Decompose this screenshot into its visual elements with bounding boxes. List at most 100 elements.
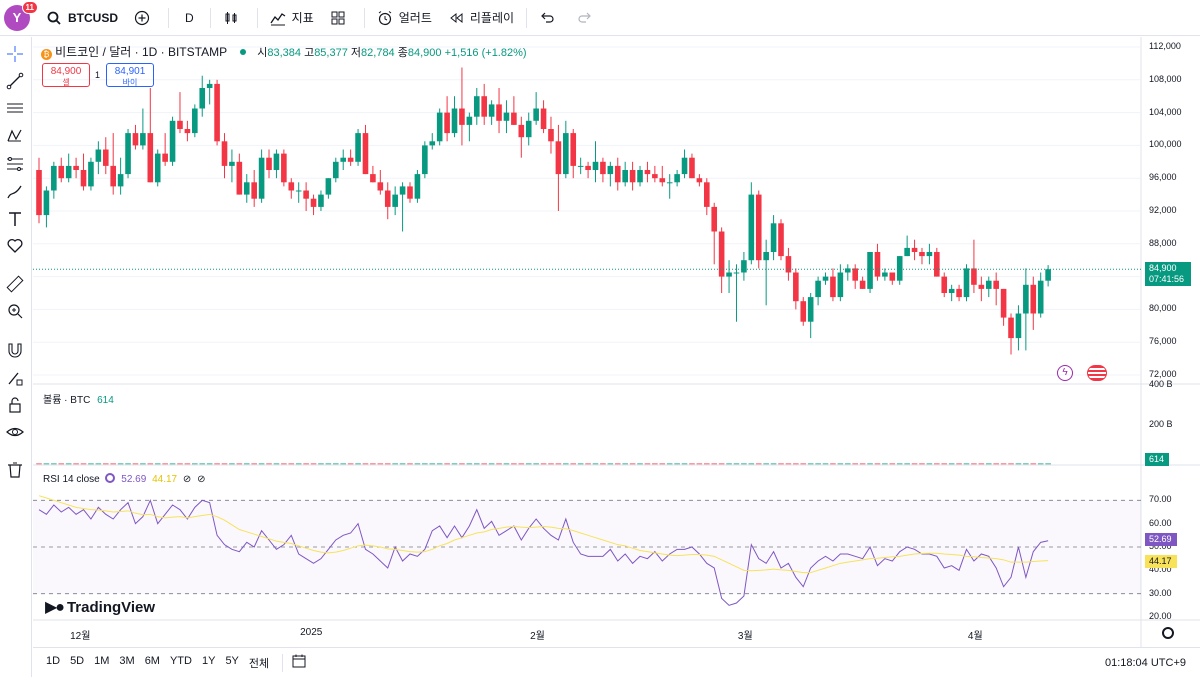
volume-axis-label: 200 B bbox=[1149, 419, 1173, 429]
compare-button[interactable] bbox=[126, 0, 164, 36]
horizontal-lines-tool[interactable] bbox=[4, 97, 26, 119]
volume-bar bbox=[1000, 463, 1007, 465]
candle-body bbox=[65, 165, 72, 179]
price-axis-label: 104,000 bbox=[1149, 106, 1182, 117]
chart-grid bbox=[33, 37, 1200, 647]
volume-bar bbox=[859, 463, 866, 465]
text-tool[interactable] bbox=[4, 208, 26, 230]
range-button-1y[interactable]: 1Y bbox=[201, 654, 216, 667]
crosshair-tool[interactable] bbox=[4, 43, 26, 65]
remove-drawings-tool[interactable] bbox=[4, 459, 26, 481]
magnet-icon bbox=[8, 343, 22, 358]
brush-tool[interactable] bbox=[4, 181, 26, 203]
pattern-tool[interactable] bbox=[4, 125, 26, 147]
sell-button[interactable]: 84,900 셀 bbox=[42, 63, 90, 87]
range-button-5y[interactable]: 5Y bbox=[225, 654, 239, 667]
volume-bar bbox=[674, 463, 680, 465]
indicators-button[interactable]: 지표 bbox=[262, 0, 322, 36]
time-axis-label: 2월 bbox=[530, 631, 545, 642]
measure-tool[interactable] bbox=[4, 273, 26, 295]
candle-body bbox=[934, 252, 940, 277]
price-axis-label: 100,000 bbox=[1149, 139, 1182, 150]
volume-axis-label: 400 B bbox=[1149, 379, 1173, 389]
volume-bar bbox=[436, 463, 443, 465]
undo-button[interactable] bbox=[531, 0, 569, 36]
rsi-hidden-icon-2: ⊘ bbox=[197, 474, 206, 485]
volume-bar bbox=[140, 463, 146, 465]
user-avatar[interactable]: Y 11 bbox=[4, 0, 38, 31]
candle-body bbox=[800, 301, 807, 322]
symbol-search-button[interactable]: BTCUSD bbox=[38, 0, 126, 36]
magnet-tool[interactable] bbox=[4, 339, 26, 361]
rsi-settings-icon[interactable] bbox=[105, 473, 116, 483]
candle-body bbox=[1015, 313, 1022, 339]
lightning-event-icon[interactable]: ϟ bbox=[1057, 365, 1073, 381]
candle-body bbox=[689, 157, 695, 179]
buy-button[interactable]: 84,901 바이 bbox=[106, 63, 154, 87]
candle-body bbox=[681, 157, 688, 175]
replay-label: 리플레이 bbox=[469, 11, 515, 25]
candle-body bbox=[889, 272, 896, 281]
range-button-6m[interactable]: 6M bbox=[144, 654, 160, 667]
replay-button[interactable]: 리플레이 bbox=[440, 0, 522, 36]
range-button-5d[interactable]: 5D bbox=[70, 654, 85, 667]
volume-bar bbox=[525, 463, 532, 465]
date-range-button[interactable] bbox=[291, 653, 307, 672]
candle-body bbox=[36, 170, 42, 216]
trend-line-tool[interactable] bbox=[4, 70, 26, 92]
visibility-tool[interactable] bbox=[4, 421, 26, 443]
volume-bar bbox=[488, 463, 495, 465]
volume-bar bbox=[748, 463, 755, 465]
candle-body bbox=[229, 161, 235, 166]
lock-tool[interactable] bbox=[4, 394, 26, 416]
volume-bar bbox=[1015, 463, 1022, 465]
volume-bar bbox=[414, 463, 421, 465]
range-button-1m[interactable]: 1M bbox=[94, 654, 110, 667]
favorites-tool[interactable] bbox=[4, 235, 26, 257]
candle-body bbox=[251, 182, 257, 199]
toolbar-divider bbox=[363, 7, 365, 28]
candle-body bbox=[859, 280, 866, 289]
range-button-1d[interactable]: 1D bbox=[46, 654, 61, 667]
volume-bar bbox=[563, 463, 569, 465]
candle-body bbox=[488, 104, 495, 117]
buy-price: 84,901 bbox=[114, 66, 146, 77]
volume-bar bbox=[184, 463, 191, 465]
settings-icon[interactable] bbox=[1162, 627, 1174, 639]
candle-body bbox=[540, 108, 547, 129]
grid-icon bbox=[331, 11, 345, 24]
zoom-in-icon bbox=[8, 304, 23, 319]
volume-bar bbox=[132, 463, 139, 465]
volume-bar bbox=[518, 463, 525, 465]
layouts-button[interactable] bbox=[322, 0, 360, 36]
candle-body bbox=[555, 141, 562, 175]
chart-canvas[interactable] bbox=[33, 37, 1200, 647]
trash-icon bbox=[8, 462, 22, 478]
clock-timezone[interactable]: 01:18:04 UTC+9 bbox=[1104, 656, 1186, 669]
volume-bar bbox=[807, 463, 814, 465]
candle-body bbox=[102, 149, 109, 166]
range-button-3m[interactable]: 3M bbox=[119, 654, 135, 667]
candle-body bbox=[58, 165, 65, 179]
zoom-tool[interactable] bbox=[4, 300, 26, 322]
ohlc-change: +1,516 (+1.82%) bbox=[444, 47, 527, 59]
us-flag-event-icon[interactable] bbox=[1087, 365, 1107, 381]
candle-body bbox=[718, 231, 725, 277]
buy-label: 바이 bbox=[122, 78, 138, 87]
volume-bar bbox=[288, 463, 295, 465]
alert-button[interactable]: 얼러트 bbox=[369, 0, 440, 36]
candle-body bbox=[258, 157, 265, 199]
volume-bar bbox=[362, 463, 369, 465]
chart-area[interactable]: ₿ 비트코인 / 달러 · 1D · BITSTAMP 시83,384 고85,… bbox=[33, 37, 1200, 677]
redo-button[interactable] bbox=[569, 0, 607, 36]
candle-body bbox=[88, 161, 94, 187]
volume-bar bbox=[934, 463, 940, 465]
fib-tool[interactable] bbox=[4, 153, 26, 175]
range-button-전체[interactable]: 전체 bbox=[248, 657, 270, 670]
drawing-mode-tool[interactable] bbox=[4, 367, 26, 389]
candle-body bbox=[822, 276, 829, 281]
interval-button[interactable]: D bbox=[173, 0, 206, 36]
chart-type-button[interactable] bbox=[215, 0, 253, 36]
time-axis-label: 4월 bbox=[967, 631, 983, 642]
range-button-ytd[interactable]: YTD bbox=[169, 654, 192, 667]
